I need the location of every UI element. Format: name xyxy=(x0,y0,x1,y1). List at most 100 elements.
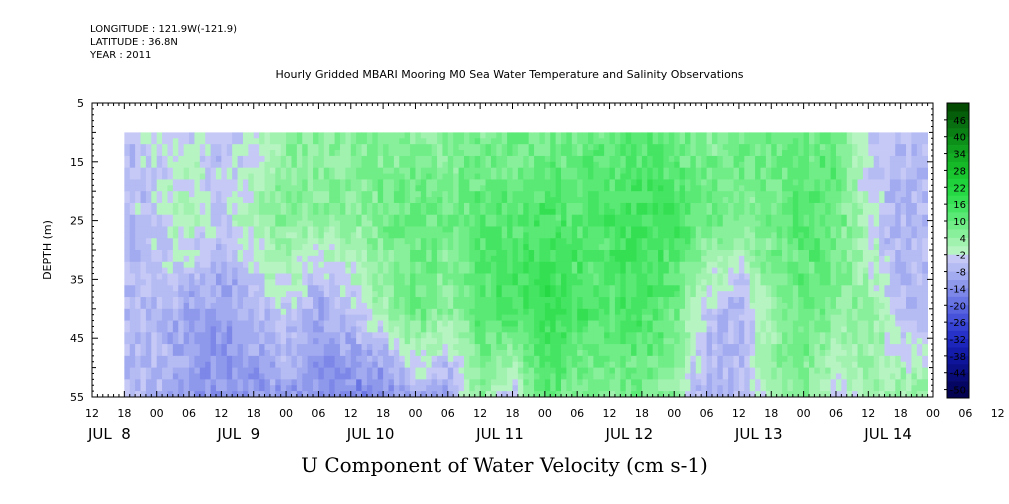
heatmap-cell xyxy=(490,261,497,269)
heatmap-cell xyxy=(172,238,179,245)
heatmap-cell xyxy=(695,185,702,192)
heatmap-cell xyxy=(485,285,492,292)
heatmap-cell xyxy=(641,220,648,227)
heatmap-cell xyxy=(652,155,659,163)
heatmap-cell xyxy=(528,273,535,280)
heatmap-cell xyxy=(561,173,567,180)
heatmap-cell xyxy=(383,138,389,145)
heatmap-cell xyxy=(512,220,519,227)
heatmap-cell xyxy=(544,220,551,227)
heatmap-cell xyxy=(463,226,470,233)
heatmap-cell xyxy=(156,385,163,392)
heatmap-cell xyxy=(237,144,244,151)
heatmap-cell xyxy=(296,332,303,339)
heatmap-cell xyxy=(199,367,206,374)
heatmap-cell xyxy=(647,255,654,263)
heatmap-cell xyxy=(145,291,152,298)
heatmap-cell xyxy=(210,191,217,198)
heatmap-cell xyxy=(264,320,271,327)
heatmap-cell xyxy=(469,261,476,269)
heatmap-cell xyxy=(620,179,627,186)
heatmap-cell xyxy=(280,291,287,298)
heatmap-cell xyxy=(512,261,519,269)
heatmap-cell xyxy=(361,285,368,292)
heatmap-cell xyxy=(275,285,282,292)
heatmap-cell xyxy=(237,385,244,392)
heatmap-cell xyxy=(426,332,433,339)
heatmap-cell xyxy=(172,332,179,339)
heatmap-cell xyxy=(458,367,465,374)
heatmap-cell xyxy=(253,150,260,157)
heatmap-cell xyxy=(512,197,519,204)
heatmap-cell xyxy=(307,144,314,151)
heatmap-cell xyxy=(135,326,141,333)
heatmap-cell xyxy=(550,379,557,386)
heatmap-cell xyxy=(571,202,578,210)
heatmap-cell xyxy=(366,285,373,292)
heatmap-cell xyxy=(593,355,600,363)
heatmap-cell xyxy=(485,208,492,216)
heatmap-cell xyxy=(259,144,265,151)
heatmap-cell xyxy=(652,161,659,169)
heatmap-cell xyxy=(582,361,589,368)
heatmap-cell xyxy=(550,208,557,216)
heatmap-cell xyxy=(237,361,244,368)
heatmap-cell xyxy=(124,179,131,186)
heatmap-cell xyxy=(172,150,179,157)
heatmap-cell xyxy=(534,155,540,163)
heatmap-cell xyxy=(614,291,621,298)
heatmap-cell xyxy=(609,161,616,169)
heatmap-cell xyxy=(334,273,341,280)
heatmap-cell xyxy=(194,150,201,157)
heatmap-cell xyxy=(490,267,497,274)
heatmap-cell xyxy=(690,250,697,257)
heatmap-cell xyxy=(674,179,681,186)
heatmap-cell xyxy=(280,314,287,321)
heatmap-cell xyxy=(582,202,589,210)
heatmap-cell xyxy=(151,132,158,139)
heatmap-cell xyxy=(544,261,551,269)
heatmap-cell xyxy=(313,308,319,316)
heatmap-cell xyxy=(307,232,314,239)
heatmap-cell xyxy=(350,273,357,280)
heatmap-cell xyxy=(604,144,610,151)
heatmap-cell xyxy=(129,138,136,145)
heatmap-cell xyxy=(534,161,540,169)
heatmap-cell xyxy=(334,161,341,169)
heatmap-cell xyxy=(156,373,163,380)
heatmap-cell xyxy=(393,291,400,298)
heatmap-cell xyxy=(313,191,319,198)
heatmap-cell xyxy=(302,391,309,398)
heatmap-cell xyxy=(485,320,492,327)
heatmap-cell xyxy=(474,167,481,174)
heatmap-cell xyxy=(550,155,557,163)
heatmap-cell xyxy=(658,379,664,386)
heatmap-cell xyxy=(690,214,697,221)
heatmap-cell xyxy=(431,150,438,157)
heatmap-cell xyxy=(668,132,675,139)
heatmap-cell xyxy=(399,314,406,321)
heatmap-cell xyxy=(237,267,244,274)
heatmap-cell xyxy=(485,308,492,316)
heatmap-cell xyxy=(377,285,384,292)
heatmap-cell xyxy=(135,338,141,345)
heatmap-cell xyxy=(658,173,664,180)
heatmap-cell xyxy=(690,320,697,327)
heatmap-cell xyxy=(151,167,158,174)
heatmap-cell xyxy=(194,144,201,151)
heatmap-cell xyxy=(135,214,141,221)
heatmap-cell xyxy=(291,150,298,157)
heatmap-cell xyxy=(420,291,427,298)
heatmap-cell xyxy=(350,373,357,380)
heatmap-cell xyxy=(307,214,314,221)
heatmap-cell xyxy=(162,332,168,339)
heatmap-cell xyxy=(215,367,222,374)
heatmap-cell xyxy=(679,202,686,210)
heatmap-cell xyxy=(129,185,136,192)
heatmap-cell xyxy=(539,338,546,345)
heatmap-cell xyxy=(167,214,174,221)
heatmap-cell xyxy=(162,367,168,374)
heatmap-cell xyxy=(614,314,621,321)
heatmap-cell xyxy=(215,314,222,321)
heatmap-cell xyxy=(453,267,459,274)
